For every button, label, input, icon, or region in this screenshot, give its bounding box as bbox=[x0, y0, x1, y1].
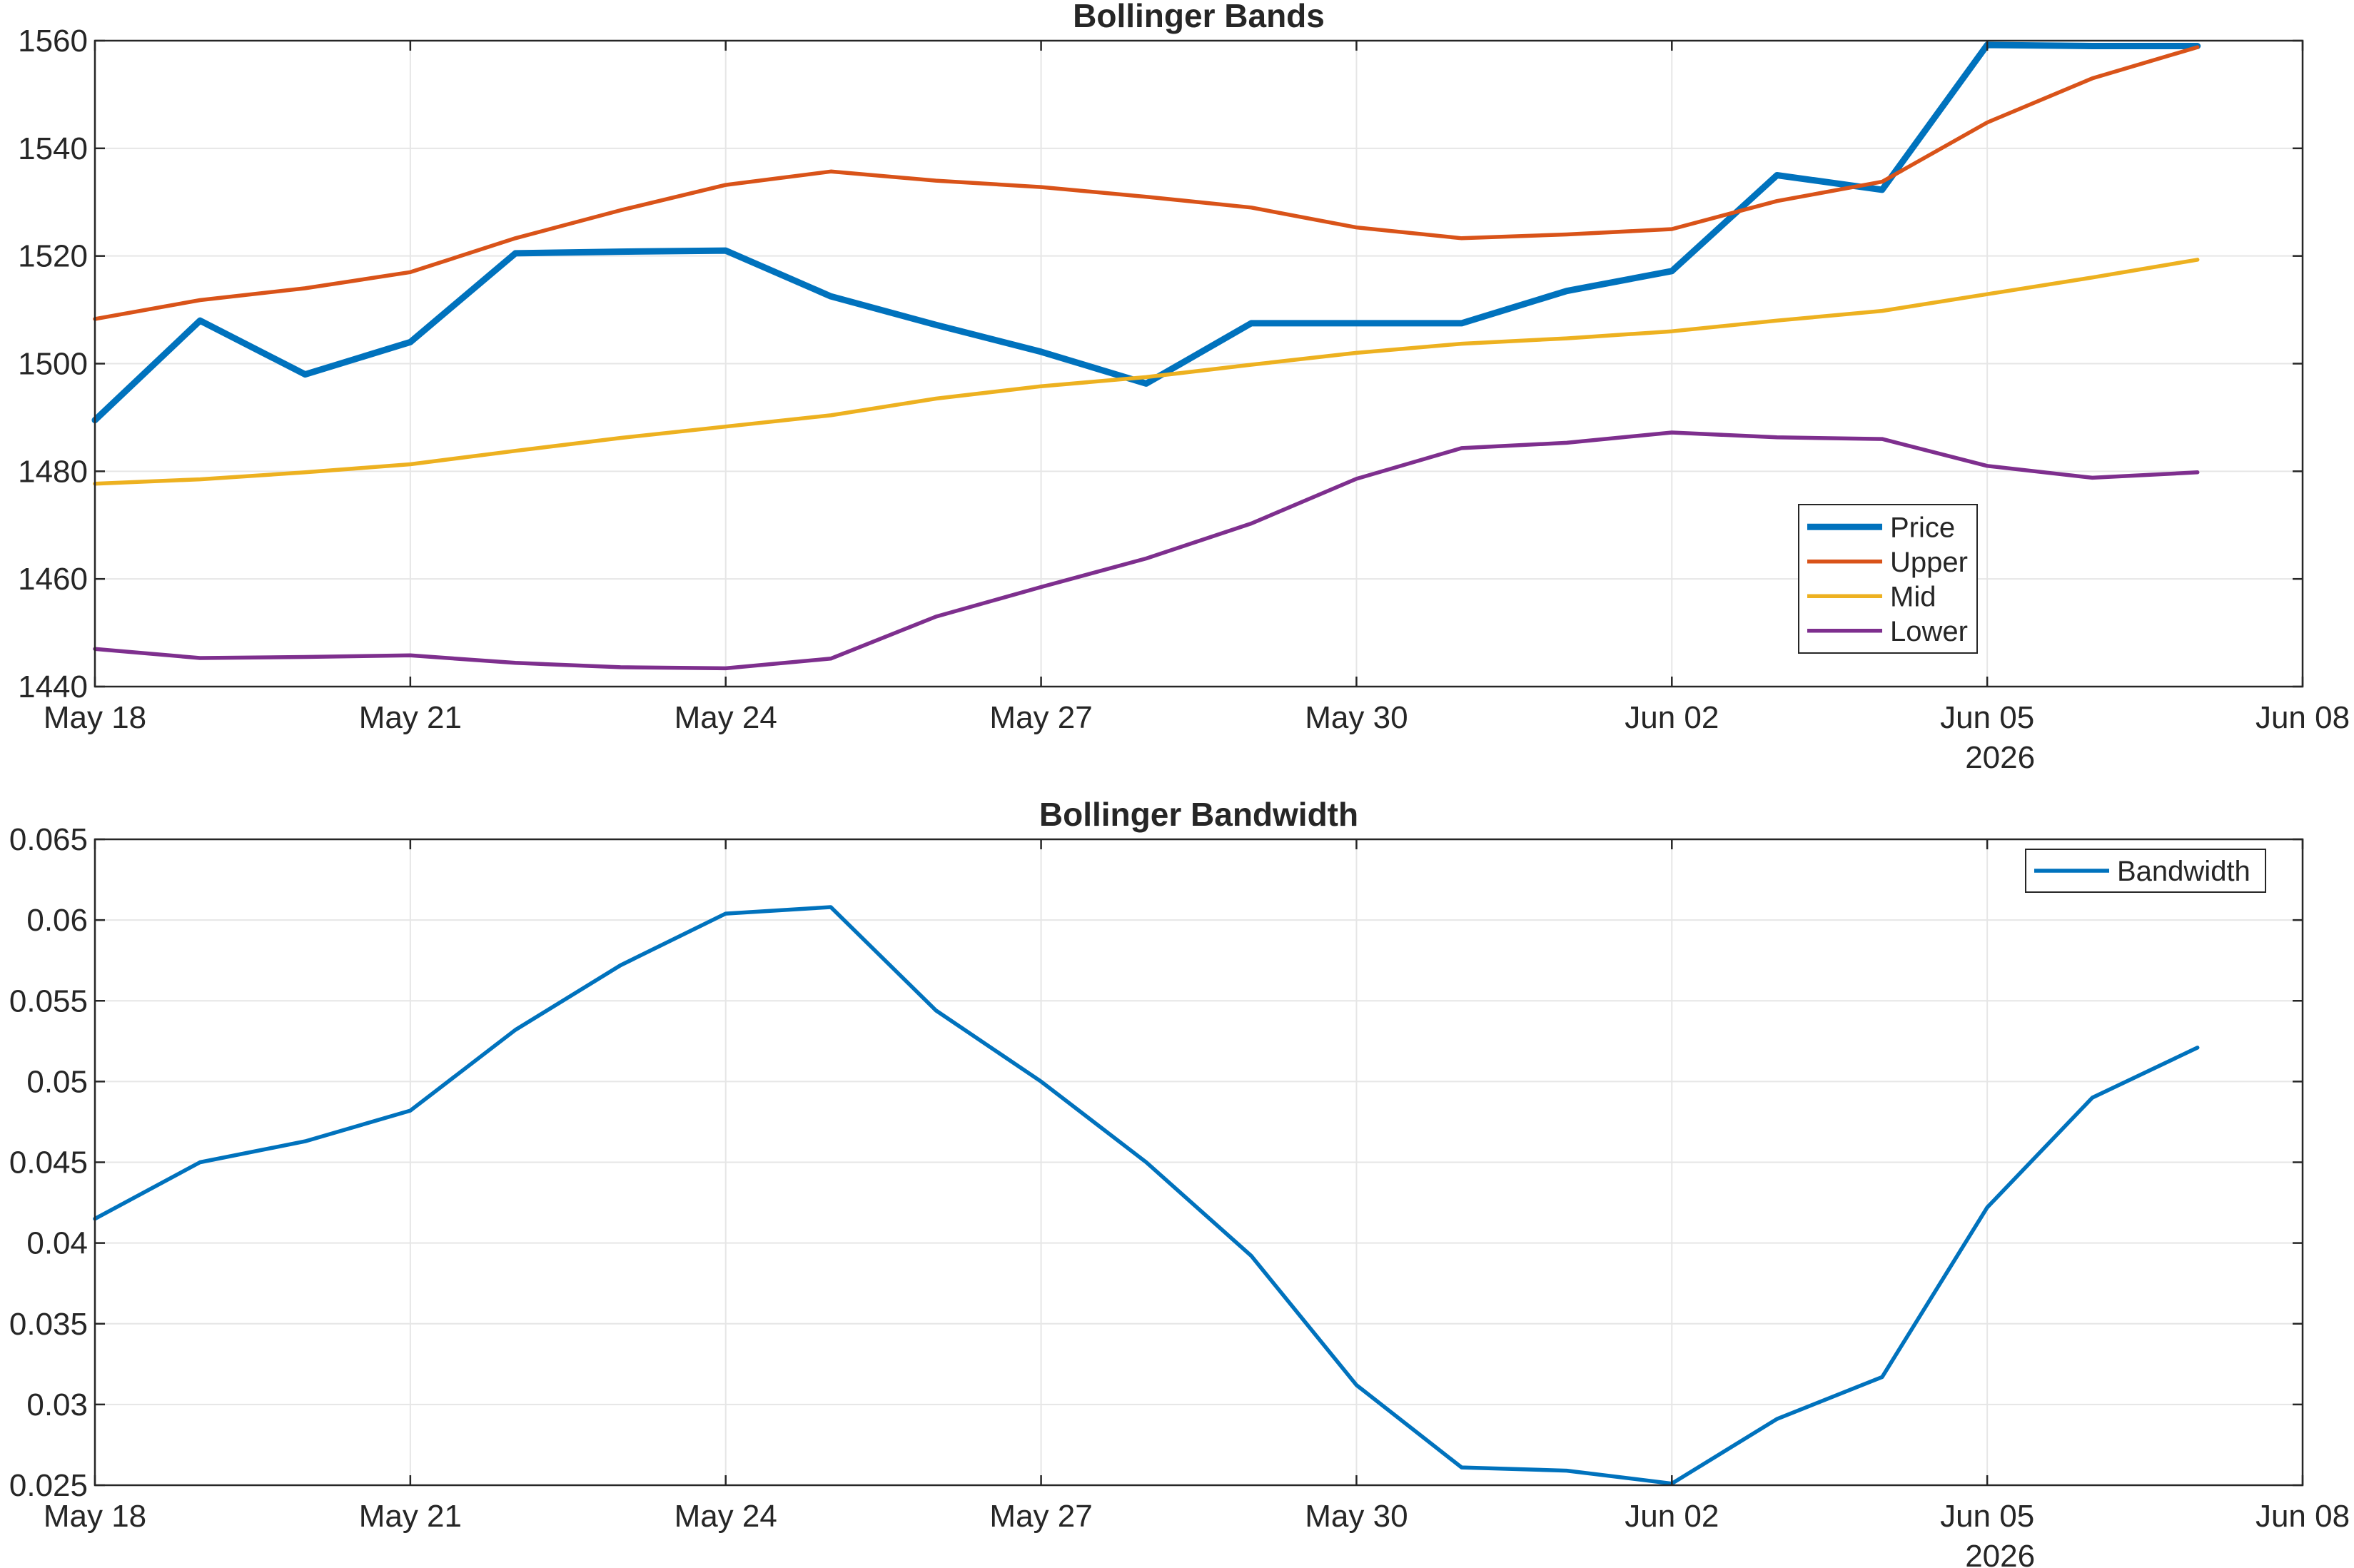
tick-marks bbox=[94, 39, 2304, 688]
series-line-lower bbox=[93, 430, 2200, 671]
x-tick-label: May 18 bbox=[44, 700, 146, 735]
series-line-mid bbox=[93, 258, 2200, 486]
y-tick-label: 0.035 bbox=[9, 1307, 88, 1342]
y-tick-label: 1480 bbox=[18, 454, 88, 489]
x-tick-label: May 24 bbox=[675, 700, 777, 735]
x-tick-label: Jun 02 bbox=[1625, 1499, 1719, 1534]
tick-marks bbox=[94, 838, 2304, 1487]
y-tick-label: 1540 bbox=[18, 131, 88, 166]
y-tick-label: 0.045 bbox=[9, 1145, 88, 1180]
x-tick-label: May 21 bbox=[359, 700, 462, 735]
legend-label-mid: Mid bbox=[1890, 581, 1936, 612]
series-line-bandwidth bbox=[93, 905, 2200, 1486]
y-tick-label: 1560 bbox=[18, 24, 88, 59]
y-tick-label: 0.03 bbox=[26, 1387, 88, 1422]
y-tick-label: 1460 bbox=[18, 562, 88, 597]
x-tick-label: Jun 05 bbox=[1940, 1499, 2034, 1534]
y-tick-label: 1440 bbox=[18, 669, 88, 704]
bollinger-bandwidth-chart: May 18 May 21 May 24 May 27 May 30 Jun 02 Jun … bbox=[9, 796, 2350, 1568]
x-tick-label: May 27 bbox=[989, 1499, 1092, 1534]
x-tick-label: May 18 bbox=[44, 1499, 146, 1534]
y-tick-label: 1520 bbox=[18, 239, 88, 274]
x-tick-label: May 27 bbox=[989, 700, 1092, 735]
x-tick-label: May 21 bbox=[359, 1499, 462, 1534]
legend-label-lower: Lower bbox=[1890, 616, 1968, 647]
x-tick-label: Jun 05 bbox=[1940, 700, 2034, 735]
y-tick-label: 0.065 bbox=[9, 822, 88, 857]
y-tick-label: 0.05 bbox=[26, 1064, 88, 1099]
series-line-price bbox=[91, 41, 2201, 424]
x-tick-label: May 24 bbox=[675, 1499, 777, 1534]
chart-title: Bollinger Bands bbox=[1073, 0, 1325, 34]
legend: Bandwidth bbox=[2025, 849, 2266, 893]
x-tick-label: Jun 08 bbox=[2256, 700, 2350, 735]
x-year-label: 2026 bbox=[1965, 1539, 2035, 1568]
y-tick-label: 1500 bbox=[18, 347, 88, 382]
x-year-label: 2026 bbox=[1965, 740, 2035, 775]
x-tick-label: May 30 bbox=[1305, 1499, 1408, 1534]
y-tick-label: 0.06 bbox=[26, 903, 88, 938]
legend-label-upper: Upper bbox=[1890, 547, 1968, 578]
x-tick-label: May 30 bbox=[1305, 700, 1408, 735]
bollinger-bands-chart: May 18 May 21 May 24 May 27 May 30 Jun 02 Jun … bbox=[18, 0, 2350, 775]
chart-title: Bollinger Bandwidth bbox=[1039, 796, 1358, 833]
x-tick-label: Jun 02 bbox=[1625, 700, 1719, 735]
y-tick-label: 0.025 bbox=[9, 1468, 88, 1503]
legend-label-bandwidth: Bandwidth bbox=[2117, 856, 2251, 887]
y-tick-label: 0.04 bbox=[26, 1226, 88, 1261]
series-line-upper bbox=[93, 45, 2200, 321]
x-tick-label: Jun 08 bbox=[2256, 1499, 2350, 1534]
y-tick-label: 0.055 bbox=[9, 983, 88, 1018]
legend-label-price: Price bbox=[1890, 512, 1955, 543]
